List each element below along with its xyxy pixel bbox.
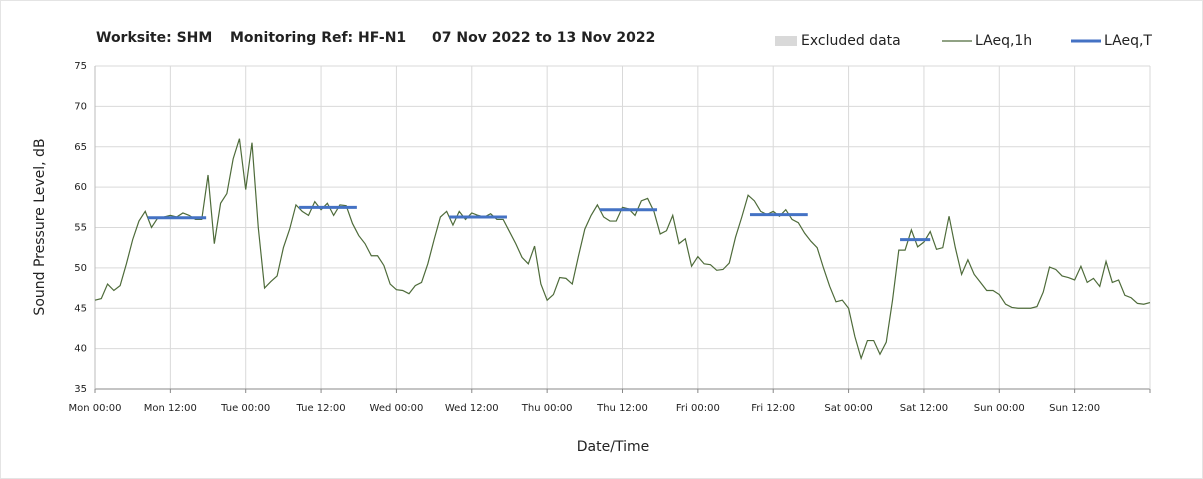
x-tick-label: Wed 12:00: [445, 403, 499, 414]
y-tick-label: 45: [74, 303, 87, 314]
x-tick-label: Fri 12:00: [751, 403, 795, 414]
x-tick-label: Sat 12:00: [900, 403, 948, 414]
y-tick-label: 50: [74, 263, 87, 274]
y-tick-label: 70: [74, 101, 87, 112]
y-tick-label: 75: [74, 61, 87, 72]
x-tick-label: Mon 12:00: [144, 403, 197, 414]
x-tick-label: Fri 00:00: [676, 403, 720, 414]
x-tick-label: Sat 00:00: [824, 403, 872, 414]
x-tick-label: Sun 12:00: [1049, 403, 1100, 414]
y-tick-label: 65: [74, 142, 87, 153]
data-line: [94, 138, 1151, 361]
x-tick-label: Tue 00:00: [220, 403, 270, 414]
title-site: Worksite: SHM: [96, 30, 212, 46]
y-tick-label: 60: [74, 182, 87, 193]
x-tick-label: Thu 12:00: [596, 403, 648, 414]
x-tick-label: Tue 12:00: [296, 403, 346, 414]
y-axis-label: Sound Pressure Level, dB: [32, 138, 48, 315]
x-tick-label: Mon 00:00: [68, 403, 121, 414]
legend-label: Excluded data: [801, 33, 901, 49]
y-tick-label: 40: [74, 344, 87, 355]
x-tick-label: Thu 00:00: [521, 403, 573, 414]
title-ref: Monitoring Ref: HF-N1: [230, 30, 406, 46]
x-tick-label: Sun 00:00: [974, 403, 1025, 414]
legend-label: LAeq,1h: [975, 33, 1032, 49]
y-tick-label: 55: [74, 223, 87, 234]
title-dates: 07 Nov 2022 to 13 Nov 2022: [432, 30, 655, 46]
x-tick-label: Wed 00:00: [370, 403, 424, 414]
y-tick-label: 35: [74, 384, 87, 395]
legend-swatch: [775, 36, 797, 46]
legend-label: LAeq,T: [1104, 33, 1152, 49]
x-axis-label: Date/Time: [577, 439, 649, 455]
